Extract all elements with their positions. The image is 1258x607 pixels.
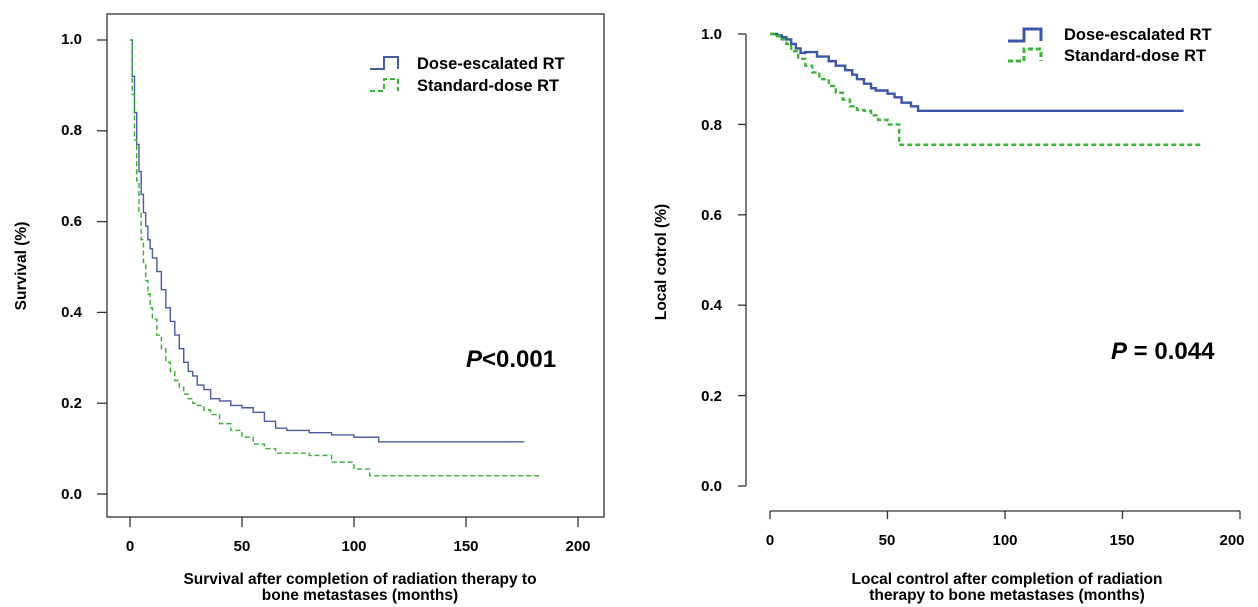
y-axis-title: Survival (%) [13, 222, 30, 311]
x-tick-label: 150 [1109, 532, 1134, 549]
x-tick-label: 200 [1219, 532, 1244, 549]
y-tick-label: 0.8 [701, 117, 722, 134]
y-tick-label: 0.6 [701, 207, 722, 224]
legend: Dose-escalated RT Standard-dose RT [1008, 26, 1212, 65]
plot-frame [106, 13, 605, 518]
y-tick-label: 0.2 [701, 388, 722, 405]
survival-chart: 0.0 0.2 0.4 0.6 0.8 1.0 0 50 100 150 200… [13, 13, 605, 604]
y-tick-label: 0.0 [61, 486, 82, 503]
y-tick-label: 0.6 [61, 213, 82, 230]
legend-swatch-standard-dose [370, 78, 399, 92]
x-tick-marks [769, 511, 1241, 519]
p-value-annotation: P = 0.044 [1111, 338, 1215, 365]
x-tick-label: 100 [992, 532, 1017, 549]
y-tick-label: 0.8 [61, 122, 82, 139]
y-tick-label: 0.0 [701, 478, 722, 495]
legend-label-standard-dose: Standard-dose RT [1064, 47, 1206, 65]
legend-swatch-dose-escalated [1008, 27, 1043, 43]
legend-label-dose-escalated: Dose-escalated RT [1064, 26, 1212, 44]
p-value-annotation: P<0.001 [466, 346, 556, 373]
km-curve-dose-escalated [130, 39, 525, 443]
legend-label-dose-escalated: Dose-escalated RT [417, 55, 565, 73]
x-tick-label: 0 [126, 538, 134, 555]
x-tick-label: 150 [453, 538, 478, 555]
y-axis-title: Local cotrol (%) [653, 204, 670, 320]
survival-curves [130, 39, 543, 477]
y-tick-label: 0.4 [701, 297, 723, 314]
y-tick-label: 1.0 [61, 31, 82, 48]
y-tick-label: 0.4 [61, 304, 83, 321]
x-axis-title: therapy to bone metastases (months) [869, 587, 1145, 604]
km-curve-standard-dose [130, 39, 543, 477]
x-tick-label: 100 [341, 538, 366, 555]
local-control-chart: 0.0 0.2 0.4 0.6 0.8 1.0 0 50 100 150 200… [653, 26, 1245, 604]
y-tick-label: 0.2 [61, 395, 82, 412]
y-tick-label: 1.0 [701, 26, 722, 43]
km-curve-standard-dose [770, 32, 1203, 146]
local-control-curves [770, 32, 1203, 146]
x-tick-label: 0 [766, 532, 774, 549]
x-axis-title: bone metastases (months) [262, 587, 458, 604]
legend-label-standard-dose: Standard-dose RT [417, 77, 559, 95]
y-tick-marks [738, 33, 746, 487]
km-curve-dose-escalated [770, 32, 1184, 113]
legend-swatch-standard-dose [1008, 47, 1043, 63]
legend-swatch-dose-escalated [370, 56, 399, 70]
x-tick-label: 50 [879, 532, 896, 549]
x-axis-title: Survival after completion of radiation t… [183, 571, 536, 588]
y-tick-marks [97, 39, 107, 495]
x-tick-label: 50 [234, 538, 251, 555]
x-tick-marks [129, 517, 579, 527]
legend: Dose-escalated RT Standard-dose RT [370, 55, 565, 95]
x-tick-label: 200 [565, 538, 590, 555]
x-axis-title: Local control after completion of radiat… [852, 571, 1163, 588]
